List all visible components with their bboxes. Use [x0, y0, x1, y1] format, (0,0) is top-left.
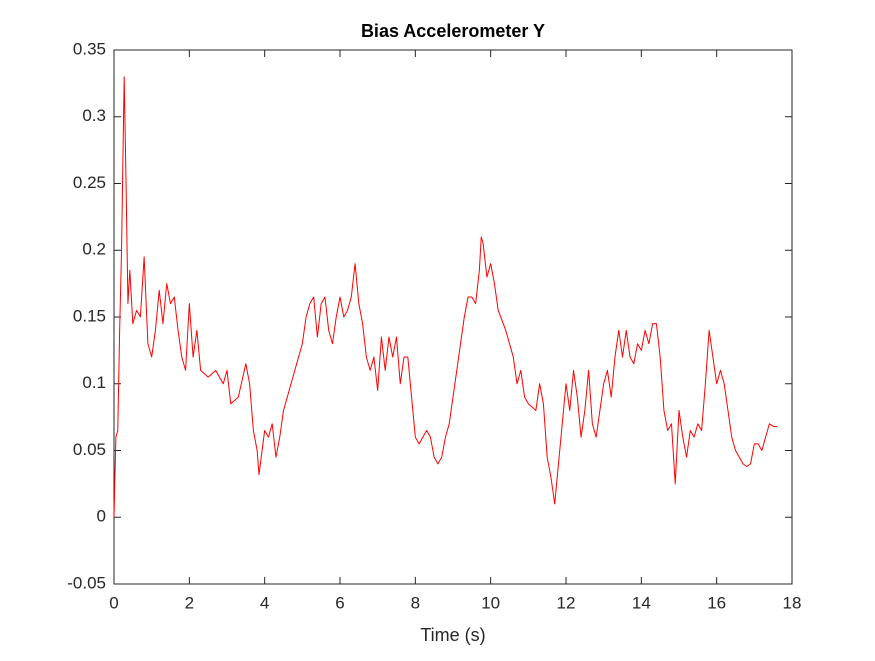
chart-title: Bias Accelerometer Y [361, 21, 545, 41]
x-tick-label: 0 [109, 593, 118, 612]
y-tick-label: 0.2 [82, 240, 106, 259]
y-tick-label: 0 [97, 507, 106, 526]
x-tick-label: 6 [335, 593, 344, 612]
x-tick-label: 4 [260, 593, 269, 612]
y-tick-label: 0.15 [73, 306, 106, 325]
y-tick-label: 0.25 [73, 173, 106, 192]
y-tick-label: 0.3 [82, 106, 106, 125]
y-tick-label: 0.05 [73, 440, 106, 459]
x-tick-label: 12 [557, 593, 576, 612]
x-tick-label: 18 [783, 593, 802, 612]
y-tick-label: 0.1 [82, 373, 106, 392]
x-tick-label: 2 [185, 593, 194, 612]
x-tick-label: 16 [707, 593, 726, 612]
x-tick-label: 10 [481, 593, 500, 612]
x-tick-label: 14 [632, 593, 651, 612]
x-tick-label: 8 [411, 593, 420, 612]
plot-area [113, 49, 793, 585]
y-tick-label: 0.35 [73, 39, 106, 58]
x-axis-label: Time (s) [420, 625, 485, 645]
y-tick-label: -0.05 [67, 573, 106, 592]
data-line [113, 76, 777, 518]
